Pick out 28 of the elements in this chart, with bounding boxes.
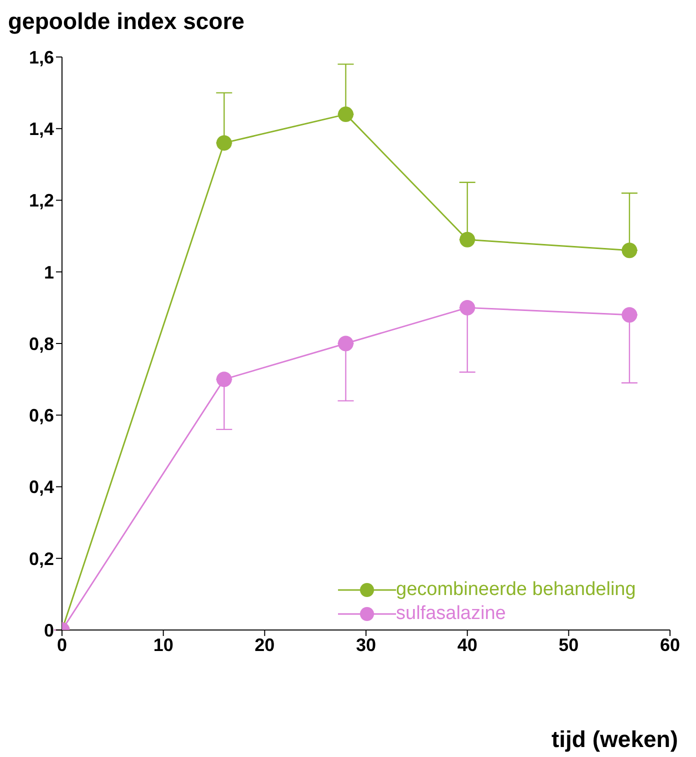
- x-tick-label: 20: [254, 634, 275, 655]
- point: [338, 336, 354, 352]
- point: [216, 135, 232, 151]
- y-tick-label: 1,6: [28, 47, 54, 68]
- y-tick-label: 0,8: [28, 334, 54, 354]
- point: [460, 232, 476, 248]
- point: [622, 307, 638, 323]
- x-axis-title: tijd (weken): [551, 726, 678, 753]
- y-tick-label: 1,2: [28, 190, 54, 211]
- x-tick-label: 10: [153, 634, 174, 655]
- point: [216, 372, 232, 388]
- point: [622, 242, 638, 258]
- point: [338, 106, 354, 122]
- y-tick-label: 0,4: [28, 477, 54, 498]
- y-tick-label: 0: [44, 620, 54, 640]
- legend-label: sulfasalazine: [396, 603, 506, 625]
- x-tick-label: 30: [356, 634, 376, 655]
- legend-label: gecombineerde behandeling: [396, 579, 636, 601]
- x-tick-label: 0: [56, 634, 68, 655]
- y-tick-label: 1,4: [28, 119, 54, 140]
- x-tick-label: 60: [660, 634, 680, 655]
- x-tick-label: 50: [558, 634, 579, 655]
- y-axis-title: gepoolde index score: [8, 8, 244, 35]
- y-tick-label: 0,6: [28, 406, 54, 426]
- y-tick-label: 1: [44, 262, 54, 282]
- x-tick-label: 40: [457, 634, 478, 655]
- y-tick-label: 0,2: [28, 548, 54, 569]
- point: [460, 300, 476, 316]
